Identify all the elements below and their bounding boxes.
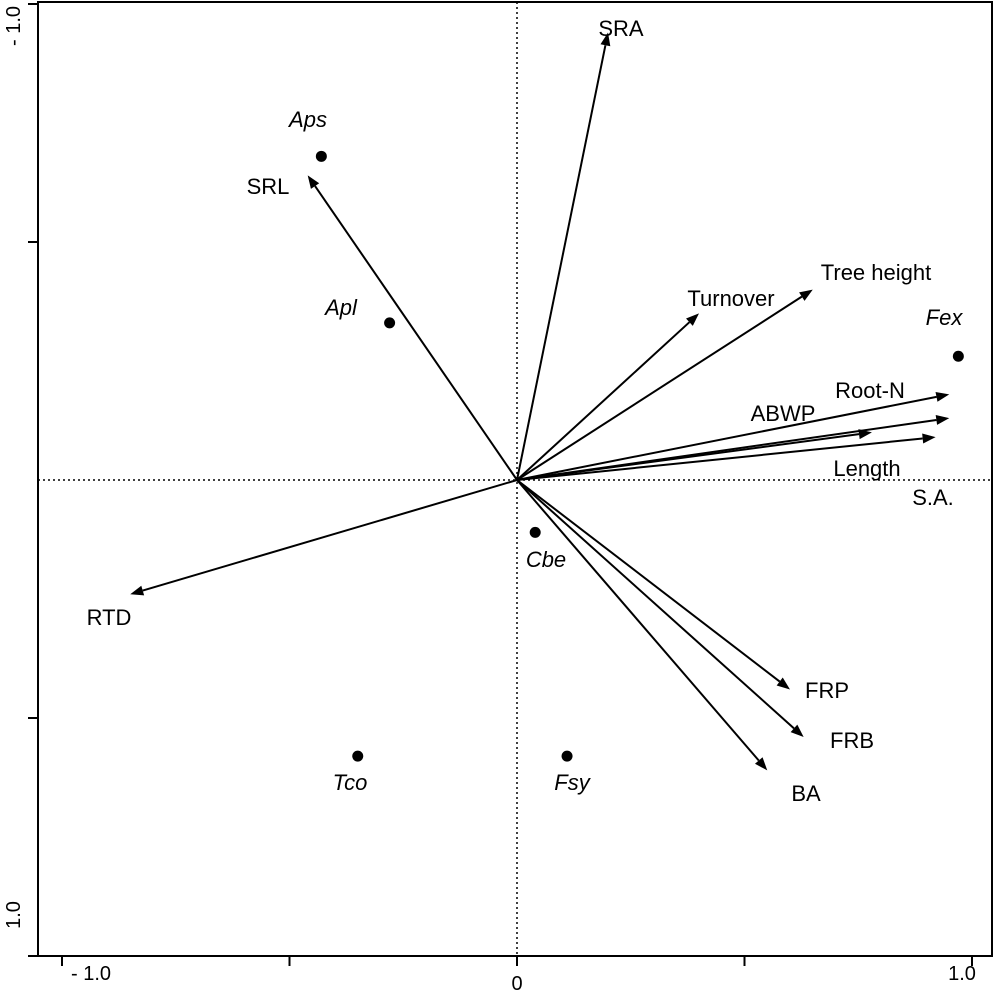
vector-label-sra: SRA xyxy=(598,16,644,41)
vector-srl xyxy=(314,185,518,481)
arrowhead-frb xyxy=(790,724,804,738)
vector-root-n xyxy=(516,395,937,481)
arrowhead-tree-height xyxy=(799,289,813,301)
x-tick-label: 0 xyxy=(511,973,522,994)
species-label-aps: Aps xyxy=(287,107,327,132)
vector-ba xyxy=(516,479,760,762)
variable-vectors xyxy=(130,32,950,771)
vector-tree-height xyxy=(516,295,803,481)
species-label-apl: Apl xyxy=(323,295,358,320)
vector-label-ba: BA xyxy=(791,781,821,806)
plot-frame xyxy=(37,1,993,957)
y-tick-label: 1.0 xyxy=(3,901,25,929)
arrowhead-s-a xyxy=(922,433,936,444)
arrowhead-rtd xyxy=(130,585,145,596)
species-label-fex: Fex xyxy=(926,305,964,330)
y-tick-label: - 1.0 xyxy=(3,6,25,46)
arrowhead-ba xyxy=(754,757,768,771)
vector-frb xyxy=(516,479,795,730)
species-points xyxy=(315,150,964,762)
vector-label-turnover: Turnover xyxy=(687,286,774,311)
species-label-fsy: Fsy xyxy=(554,770,591,795)
labels: - 1.0 0 1.0 - 1.0 1.0 SRA SRL Turnover Tree heig… xyxy=(3,6,976,994)
vector-label-frb: FRB xyxy=(830,728,874,753)
vector-label-tree-height: Tree height xyxy=(821,260,931,285)
axis-ticks xyxy=(28,3,973,966)
vector-rtd xyxy=(142,479,518,592)
vector-label-frp: FRP xyxy=(805,678,849,703)
vector-label-s-a: S.A. xyxy=(912,485,954,510)
species-point-aps xyxy=(315,150,327,162)
species-point-fex xyxy=(952,350,964,362)
vector-turnover xyxy=(516,321,691,481)
species-point-apl xyxy=(384,317,396,329)
vector-label-rtd: RTD xyxy=(87,605,132,630)
species-label-cbe: Cbe xyxy=(526,547,566,572)
arrowhead-turnover xyxy=(686,313,699,326)
arrowhead-srl xyxy=(307,175,320,189)
vector-s-a xyxy=(516,437,923,481)
vector-sra xyxy=(516,45,607,481)
vector-frp xyxy=(516,479,781,683)
arrowhead-frp xyxy=(776,677,790,690)
species-point-tco xyxy=(352,750,364,762)
arrowhead-sra xyxy=(600,32,611,47)
vector-label-length: Length xyxy=(833,456,900,481)
species-label-tco: Tco xyxy=(333,770,368,795)
x-tick-label: 1.0 xyxy=(948,963,976,985)
vector-label-abwp: ABWP xyxy=(751,401,816,426)
x-tick-label: - 1.0 xyxy=(71,963,111,985)
vector-label-srl: SRL xyxy=(247,174,290,199)
species-point-cbe xyxy=(529,526,541,538)
arrowhead-length xyxy=(935,415,950,425)
vector-label-root-n: Root-N xyxy=(835,378,905,403)
arrowhead-root-n xyxy=(935,391,950,402)
vector-length xyxy=(516,418,937,481)
species-point-fsy xyxy=(561,750,573,762)
